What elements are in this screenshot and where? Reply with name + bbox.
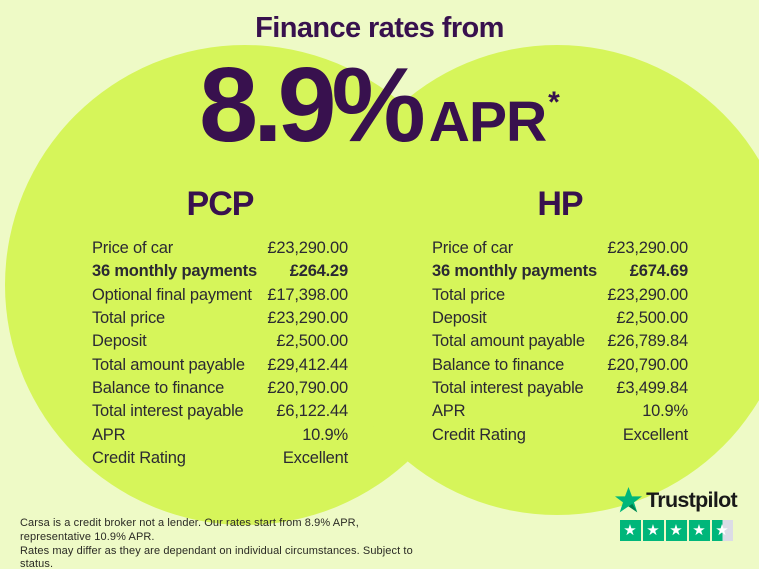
row-label: APR: [432, 402, 466, 421]
table-row: Price of car £23,290.00: [92, 237, 348, 260]
row-label: Balance to finance: [432, 355, 565, 374]
trustpilot-star-icon: [615, 487, 643, 514]
table-row: APR 10.9%: [432, 400, 688, 423]
row-value: £20,790.00: [607, 355, 688, 374]
pcp-table-title: PCP: [186, 185, 255, 223]
row-value: £23,290.00: [267, 239, 348, 258]
rating-star-icon: ★: [711, 520, 733, 541]
row-label: Price of car: [432, 239, 514, 258]
rate-value: 8.9%: [199, 46, 426, 164]
table-row: Total amount payable £26,789.84: [432, 330, 688, 353]
headline-rate: 8.9% APR *: [0, 52, 759, 158]
row-value: £6,122.44: [276, 402, 348, 421]
rating-star-icon: ★: [688, 520, 710, 541]
pcp-table-rows: Price of car £23,290.00 36 monthly payment…: [92, 237, 348, 470]
trustpilot-logo: Trustpilot: [615, 487, 738, 514]
row-label: Price of car: [92, 239, 174, 258]
row-label: 36 monthly payments: [432, 262, 597, 281]
table-row: Balance to finance £20,790.00: [92, 377, 348, 400]
row-label: Credit Rating: [92, 448, 186, 467]
table-row: Deposit £2,500.00: [432, 307, 688, 330]
rating-star-icon: ★: [642, 520, 664, 541]
table-row: Balance to finance £20,790.00: [432, 353, 688, 376]
decorative-circle-right: [322, 45, 759, 515]
row-value: £17,398.00: [267, 285, 348, 304]
table-row: Total amount payable £29,412.44: [92, 353, 348, 376]
rate-asterisk: *: [548, 86, 560, 119]
row-label: Total interest payable: [432, 378, 584, 397]
table-row: Credit Rating Excellent: [92, 447, 348, 470]
row-value: 10.9%: [642, 402, 688, 421]
row-value: £20,790.00: [267, 378, 348, 397]
table-row: Optional final payment £17,398.00: [92, 284, 348, 307]
row-label: Total amount payable: [432, 332, 585, 351]
row-label: 36 monthly payments: [92, 262, 257, 281]
table-row: Total interest payable £6,122.44: [92, 400, 348, 423]
table-row: Deposit £2,500.00: [92, 330, 348, 353]
row-value: £29,412.44: [267, 355, 348, 374]
rate-suffix: APR: [428, 90, 547, 154]
table-row: Total price £23,290.00: [432, 284, 688, 307]
hp-table-title: HP: [537, 185, 583, 223]
row-label: Deposit: [92, 332, 147, 351]
row-label: Credit Rating: [432, 425, 526, 444]
hp-table: HP Price of car £23,290.00 36 monthly paym…: [432, 186, 688, 447]
row-value: Excellent: [282, 448, 348, 467]
row-label: Total amount payable: [92, 355, 245, 374]
trustpilot-brand-text: Trustpilot: [646, 488, 738, 512]
row-value: £23,290.00: [607, 285, 688, 304]
row-label: Total price: [92, 309, 166, 328]
row-value: £23,290.00: [267, 309, 348, 328]
row-label: Total interest payable: [92, 402, 244, 421]
rating-star-icon: ★: [619, 520, 641, 541]
row-value: £3,499.84: [616, 378, 688, 397]
pcp-table: PCP Price of car £23,290.00 36 monthly pay…: [92, 186, 348, 470]
rating-star-icon: ★: [665, 520, 687, 541]
disclaimer-text: Carsa is a credit broker not a lender. O…: [20, 517, 430, 569]
table-row: 36 monthly payments £264.29: [92, 260, 348, 283]
row-label: APR: [92, 425, 126, 444]
table-row: APR 10.9%: [92, 423, 348, 446]
table-row: Price of car £23,290.00: [432, 237, 688, 260]
row-value: £2,500.00: [616, 309, 688, 328]
disclaimer-line-2: Rates may differ as they are dependant o…: [20, 544, 413, 569]
row-value: Excellent: [622, 425, 688, 444]
row-value: £2,500.00: [276, 332, 348, 351]
row-value: 10.9%: [302, 425, 348, 444]
row-value: £23,290.00: [607, 239, 688, 258]
table-row: Credit Rating Excellent: [432, 423, 688, 446]
row-value: £26,789.84: [607, 332, 688, 351]
hp-table-rows: Price of car £23,290.00 36 monthly payment…: [432, 237, 688, 447]
trustpilot-widget: Trustpilot ★ ★ ★ ★ ★: [615, 487, 738, 541]
trustpilot-stars: ★ ★ ★ ★ ★: [619, 520, 733, 541]
row-label: Deposit: [432, 309, 487, 328]
table-row: Total interest payable £3,499.84: [432, 377, 688, 400]
table-row: Total price £23,290.00: [92, 307, 348, 330]
row-label: Total price: [432, 285, 506, 304]
row-label: Balance to finance: [92, 378, 225, 397]
row-value: £674.69: [629, 262, 688, 281]
page-title: Finance rates from: [255, 12, 504, 44]
disclaimer-line-1: Carsa is a credit broker not a lender. O…: [20, 517, 359, 543]
table-row: 36 monthly payments £674.69: [432, 260, 688, 283]
row-label: Optional final payment: [92, 285, 252, 304]
row-value: £264.29: [289, 262, 348, 281]
